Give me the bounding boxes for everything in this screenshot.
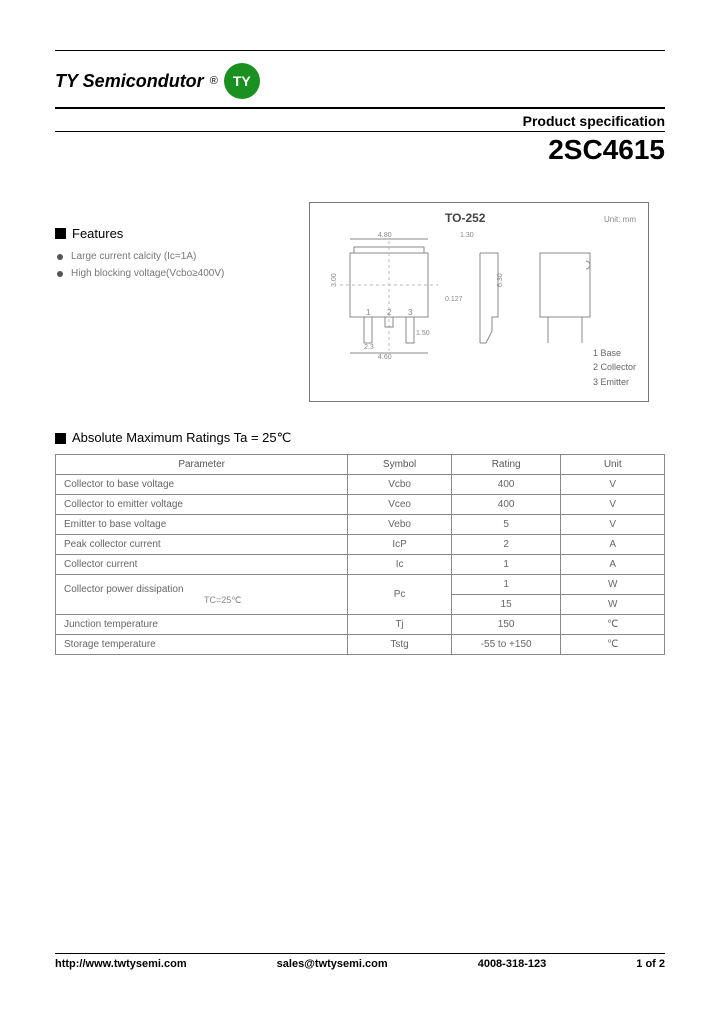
feature-item: High blocking voltage(Vcbo≥400V) [55, 268, 285, 279]
ratings-section: Absolute Maximum Ratings Ta = 25℃ Parame… [55, 430, 665, 655]
svg-text:2.3: 2.3 [364, 344, 374, 351]
svg-text:4.60: 4.60 [378, 354, 392, 361]
cell-param: Storage temperature [56, 635, 348, 655]
logo-icon: TY [224, 63, 260, 99]
cell-unit: ℃ [561, 615, 665, 635]
power-sub-text: TC=25℃ [64, 595, 241, 605]
cell-rating: 1 [451, 575, 561, 595]
cell-symbol: Tstg [348, 635, 452, 655]
package-outline-icon: 1 2 3 4.80 1.30 3.00 4.60 2.3 6.30 [330, 231, 630, 391]
bullet-icon [57, 271, 63, 277]
svg-text:4.80: 4.80 [378, 232, 392, 239]
top-rule [55, 50, 665, 51]
registered-mark: ® [210, 75, 218, 87]
col-parameter: Parameter [56, 455, 348, 475]
cell-symbol: Vceo [348, 495, 452, 515]
logo-text: TY [233, 73, 251, 89]
package-pin-legend: 1 Base 2 Collector 3 Emitter [593, 346, 636, 389]
footer-url: http://www.twtysemi.com [55, 958, 187, 970]
footer-email: sales@twtysemi.com [277, 958, 388, 970]
svg-text:0.127: 0.127 [445, 296, 463, 303]
table-row: Collector current Ic 1 A [56, 555, 665, 575]
cell-param: Junction temperature [56, 615, 348, 635]
square-bullet-icon [55, 228, 66, 239]
svg-text:1.30: 1.30 [460, 232, 474, 239]
svg-text:1: 1 [366, 308, 371, 317]
header-row: TY Semicondutor ® TY [55, 63, 665, 99]
cell-symbol: Pc [348, 575, 452, 615]
product-title: 2SC4615 [55, 134, 665, 166]
cell-symbol: Vcbo [348, 475, 452, 495]
cell-rating: -55 to +150 [451, 635, 561, 655]
cell-unit: W [561, 575, 665, 595]
cell-unit: W [561, 595, 665, 615]
package-drawing-box: TO-252 Unit: mm 1 2 3 [309, 202, 649, 402]
footer-page: 1 of 2 [636, 958, 665, 970]
cell-symbol: Vebo [348, 515, 452, 535]
feature-text: Large current calcity (Ic=1A) [71, 251, 196, 262]
cell-symbol: IcP [348, 535, 452, 555]
cell-param: Collector current [56, 555, 348, 575]
ratings-heading: Absolute Maximum Ratings Ta = 25℃ [55, 430, 665, 446]
cell-unit: ℃ [561, 635, 665, 655]
svg-text:6.30: 6.30 [497, 273, 504, 287]
table-row: Collector to base voltage Vcbo 400 V [56, 475, 665, 495]
company-name: TY Semicondutor [55, 71, 204, 92]
table-header-row: Parameter Symbol Rating Unit [56, 455, 665, 475]
ratings-table: Parameter Symbol Rating Unit Collector t… [55, 454, 665, 655]
mid-section: Features Large current calcity (Ic=1A) H… [55, 202, 665, 402]
cell-rating: 400 [451, 475, 561, 495]
features-heading: Features [55, 226, 285, 241]
pin-label: 2 Collector [593, 360, 636, 374]
table-row: Collector to emitter voltage Vceo 400 V [56, 495, 665, 515]
footer: http://www.twtysemi.com sales@twtysemi.c… [55, 953, 665, 970]
col-unit: Unit [561, 455, 665, 475]
col-rating: Rating [451, 455, 561, 475]
feature-text: High blocking voltage(Vcbo≥400V) [71, 268, 224, 279]
cell-rating: 400 [451, 495, 561, 515]
cell-param: Peak collector current [56, 535, 348, 555]
package-unit-label: Unit: mm [604, 215, 636, 224]
cell-param: Collector to emitter voltage [56, 495, 348, 515]
cell-unit: V [561, 475, 665, 495]
cell-rating: 2 [451, 535, 561, 555]
cell-param: Emitter to base voltage [56, 515, 348, 535]
table-row: Junction temperature Tj 150 ℃ [56, 615, 665, 635]
ratings-heading-text: Absolute Maximum Ratings Ta = 25℃ [72, 430, 291, 446]
features-heading-text: Features [72, 226, 123, 241]
table-row: Emitter to base voltage Vebo 5 V [56, 515, 665, 535]
pin-label: 1 Base [593, 346, 636, 360]
cell-unit: V [561, 495, 665, 515]
table-row: Peak collector current IcP 2 A [56, 535, 665, 555]
table-row-power-1: Collector power dissipation TC=25℃ Pc 1 … [56, 575, 665, 595]
package-title: TO-252 [445, 211, 485, 225]
bullet-icon [57, 254, 63, 260]
svg-text:2: 2 [387, 308, 392, 317]
power-param-text: Collector power dissipation [64, 584, 184, 595]
footer-phone: 4008-318-123 [478, 958, 547, 970]
cell-rating: 150 [451, 615, 561, 635]
col-symbol: Symbol [348, 455, 452, 475]
cell-param-power: Collector power dissipation TC=25℃ [56, 575, 348, 615]
cell-rating: 15 [451, 595, 561, 615]
cell-param: Collector to base voltage [56, 475, 348, 495]
cell-rating: 5 [451, 515, 561, 535]
table-row: Storage temperature Tstg -55 to +150 ℃ [56, 635, 665, 655]
svg-text:3: 3 [408, 308, 413, 317]
features-column: Features Large current calcity (Ic=1A) H… [55, 202, 285, 285]
pin-label: 3 Emitter [593, 375, 636, 389]
square-bullet-icon [55, 433, 66, 444]
product-spec-label: Product specification [55, 109, 665, 132]
feature-item: Large current calcity (Ic=1A) [55, 251, 285, 262]
svg-text:3.00: 3.00 [331, 273, 338, 287]
cell-symbol: Ic [348, 555, 452, 575]
cell-symbol: Tj [348, 615, 452, 635]
cell-unit: V [561, 515, 665, 535]
cell-unit: A [561, 535, 665, 555]
cell-unit: A [561, 555, 665, 575]
cell-rating: 1 [451, 555, 561, 575]
svg-text:1.50: 1.50 [416, 330, 430, 337]
